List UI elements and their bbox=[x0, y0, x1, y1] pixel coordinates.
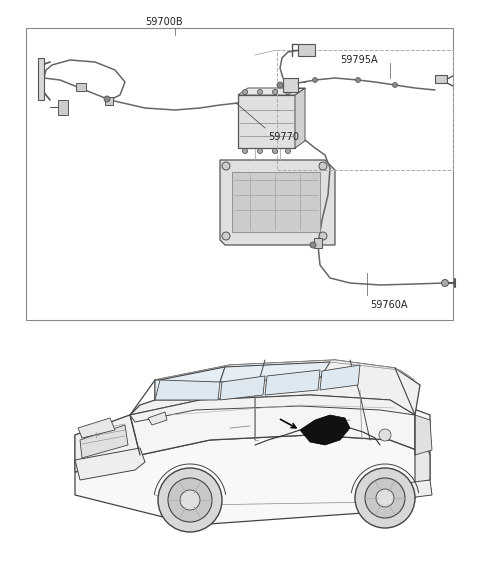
Polygon shape bbox=[155, 380, 220, 400]
Text: 59770: 59770 bbox=[268, 132, 299, 142]
Circle shape bbox=[180, 490, 200, 510]
Circle shape bbox=[319, 232, 327, 240]
Polygon shape bbox=[283, 78, 298, 92]
Polygon shape bbox=[148, 412, 167, 425]
Polygon shape bbox=[415, 415, 430, 485]
Polygon shape bbox=[265, 370, 320, 395]
Bar bbox=[105, 97, 113, 105]
Polygon shape bbox=[300, 415, 350, 445]
Circle shape bbox=[104, 96, 110, 102]
Polygon shape bbox=[320, 365, 360, 390]
Text: 59700B: 59700B bbox=[145, 17, 182, 27]
Circle shape bbox=[286, 149, 290, 154]
Polygon shape bbox=[390, 480, 432, 500]
Polygon shape bbox=[58, 100, 68, 115]
Circle shape bbox=[277, 82, 283, 88]
Polygon shape bbox=[220, 376, 265, 400]
Polygon shape bbox=[78, 418, 115, 438]
Circle shape bbox=[355, 468, 415, 528]
Circle shape bbox=[257, 90, 263, 95]
Circle shape bbox=[273, 90, 277, 95]
Polygon shape bbox=[232, 172, 320, 232]
Circle shape bbox=[286, 90, 290, 95]
Circle shape bbox=[393, 83, 397, 87]
Circle shape bbox=[376, 489, 394, 507]
Text: 59760A: 59760A bbox=[370, 300, 408, 310]
Circle shape bbox=[319, 162, 327, 170]
Circle shape bbox=[158, 468, 222, 532]
Polygon shape bbox=[415, 415, 432, 455]
Bar bbox=[26, 28, 453, 320]
Circle shape bbox=[356, 78, 360, 83]
Polygon shape bbox=[38, 58, 44, 100]
Circle shape bbox=[273, 149, 277, 154]
Circle shape bbox=[379, 429, 391, 441]
Polygon shape bbox=[130, 395, 415, 422]
Polygon shape bbox=[298, 44, 315, 56]
Circle shape bbox=[168, 478, 212, 522]
Polygon shape bbox=[155, 360, 415, 380]
Circle shape bbox=[310, 242, 316, 248]
Circle shape bbox=[242, 149, 248, 154]
Polygon shape bbox=[295, 88, 305, 148]
Polygon shape bbox=[75, 415, 140, 472]
Bar bbox=[277, 50, 453, 170]
Circle shape bbox=[365, 478, 405, 518]
Polygon shape bbox=[220, 160, 335, 245]
Polygon shape bbox=[155, 367, 225, 400]
Polygon shape bbox=[220, 362, 330, 382]
Circle shape bbox=[222, 162, 230, 170]
Bar bbox=[314, 238, 322, 248]
Polygon shape bbox=[130, 360, 420, 415]
Polygon shape bbox=[75, 435, 430, 525]
Polygon shape bbox=[435, 75, 447, 83]
Polygon shape bbox=[238, 95, 295, 148]
Circle shape bbox=[442, 280, 448, 286]
Bar bbox=[76, 83, 86, 91]
Circle shape bbox=[242, 90, 248, 95]
Circle shape bbox=[312, 78, 317, 83]
Polygon shape bbox=[75, 395, 430, 472]
Polygon shape bbox=[80, 425, 128, 458]
Polygon shape bbox=[75, 448, 145, 480]
Circle shape bbox=[222, 232, 230, 240]
Polygon shape bbox=[238, 88, 305, 95]
Circle shape bbox=[257, 149, 263, 154]
Text: 59795A: 59795A bbox=[340, 55, 378, 65]
